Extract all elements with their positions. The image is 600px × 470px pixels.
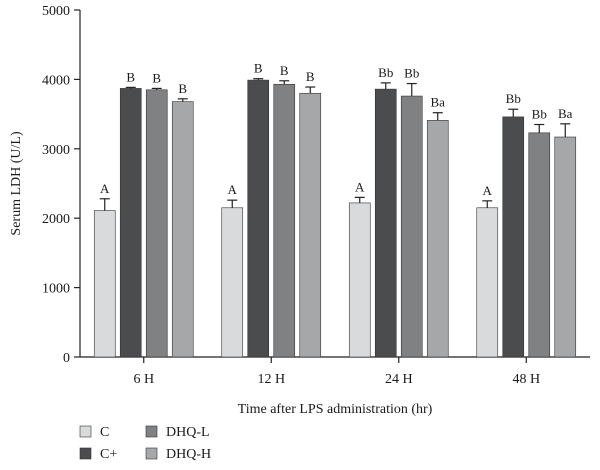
y-tick-label: 2000 (42, 212, 70, 227)
bar (426, 120, 449, 358)
legend: C DHQ-L C+ DHQ-H (79, 425, 211, 462)
y-tick-label: 0 (63, 351, 70, 366)
legend-swatch (145, 425, 158, 438)
legend-label: DHQ-H (166, 447, 211, 462)
bar (476, 207, 499, 358)
significance-label: B (280, 63, 289, 78)
bar (400, 95, 423, 358)
x-axis-title: Time after LPS administration (hr) (238, 402, 433, 417)
y-tick-label: 5000 (42, 4, 70, 19)
legend-swatch (145, 447, 158, 460)
significance-label: Bb (532, 107, 547, 122)
legend-swatch (79, 425, 92, 438)
significance-label: Ba (431, 95, 446, 110)
significance-label: Bb (506, 91, 521, 106)
x-tick-label: 24 H (385, 372, 413, 387)
bar (348, 202, 371, 358)
significance-label: A (355, 179, 365, 194)
significance-label: Bb (404, 66, 419, 81)
legend-label: DHQ-L (166, 425, 210, 440)
legend-label: C (100, 425, 109, 440)
bar (221, 207, 244, 358)
y-tick-label: 3000 (42, 143, 70, 158)
bar (273, 83, 296, 358)
significance-label: Bb (378, 65, 393, 80)
bar (119, 88, 142, 358)
bar (554, 136, 577, 358)
x-tick-label: 6 H (133, 372, 154, 387)
significance-label: B (306, 69, 315, 84)
bars: A B B B A B B B A Bb Bb Ba A Bb Bb Ba (93, 61, 577, 358)
significance-label: A (100, 181, 110, 196)
y-axis-title: Serum LDH (U/L) (9, 131, 24, 236)
bar (502, 116, 525, 358)
bar (171, 101, 194, 358)
y-tick-label: 1000 (42, 282, 70, 297)
bar (528, 132, 551, 358)
bar (93, 210, 116, 358)
bar (299, 92, 322, 358)
x-tick-label: 12 H (257, 372, 285, 387)
axes: 0 1000 2000 3000 4000 5000 Serum LDH (U/L) Time… (9, 4, 590, 417)
bar (374, 88, 397, 358)
significance-label: Ba (558, 106, 573, 121)
y-tick-label: 4000 (42, 73, 70, 88)
x-tick-label: 48 H (512, 372, 540, 387)
significance-label: A (483, 183, 493, 198)
significance-label: B (254, 61, 263, 76)
significance-label: B (126, 69, 135, 84)
bar (247, 79, 270, 358)
bar (145, 89, 168, 358)
significance-label: B (152, 70, 161, 85)
legend-label: C+ (100, 447, 117, 462)
significance-label: A (228, 182, 238, 197)
significance-label: B (178, 81, 187, 96)
legend-swatch (79, 447, 92, 460)
